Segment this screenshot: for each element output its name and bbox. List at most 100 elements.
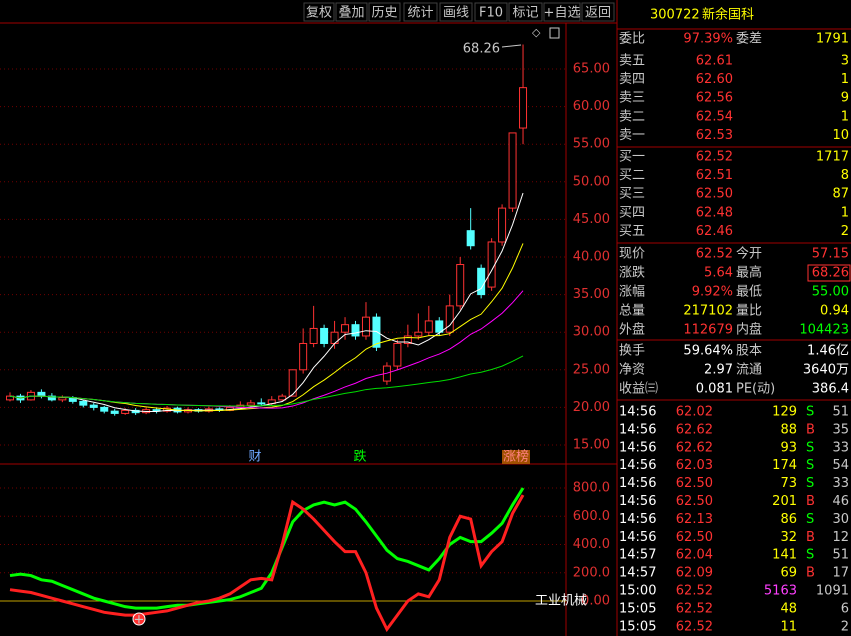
tick-count: 51 (832, 548, 849, 563)
tick-time: 14:56 (619, 512, 656, 527)
book-price: 62.46 (696, 224, 733, 239)
candle-body (341, 324, 350, 333)
tick-price: 62.52 (676, 601, 713, 616)
toolbar-button[interactable] (508, 2, 543, 22)
tick-volume: 141 (772, 548, 797, 563)
tick-volume: 11 (780, 619, 797, 634)
field-value: 68.26 (812, 266, 849, 281)
tick-time: 15:05 (619, 601, 656, 616)
toolbar-button[interactable] (335, 2, 368, 22)
price-tick-label: 20.00 (573, 400, 610, 415)
tick-price: 62.13 (676, 512, 713, 527)
tick-count: 12 (832, 530, 849, 545)
window-icon[interactable] (549, 27, 560, 39)
field-value: 97.39% (683, 32, 733, 47)
toolbar-label[interactable]: 画线 (443, 6, 469, 21)
candle-body (257, 402, 266, 405)
toolbar-button[interactable] (403, 2, 438, 22)
tick-volume: 5163 (764, 584, 797, 599)
tick-time: 15:00 (619, 584, 656, 599)
field-label: 换手 (619, 344, 645, 359)
toolbar-button[interactable] (439, 2, 473, 22)
tick-time: 15:05 (619, 619, 656, 634)
candle-body (435, 320, 444, 333)
price-tick-label: 25.00 (573, 362, 610, 377)
price-tick-label: 15.00 (573, 438, 610, 453)
price-tick-label: 35.00 (573, 287, 610, 302)
toolbar-label[interactable]: 标记 (512, 6, 538, 21)
toolbar-button[interactable] (581, 2, 615, 22)
field-value: 62.52 (696, 247, 733, 262)
candle-body (320, 327, 329, 344)
tick-volume: 174 (772, 458, 797, 473)
indicator-line (9, 494, 525, 633)
toolbar-label[interactable]: 历史 (371, 6, 397, 21)
book-label: 买三 (619, 187, 645, 202)
high-box (807, 264, 851, 282)
toolbar-label[interactable]: F10 (479, 6, 503, 21)
field-value: 1.46亿 (807, 344, 849, 359)
tick-flag: B (806, 566, 815, 581)
tick-time: 14:56 (619, 422, 656, 437)
book-volume: 1 (841, 109, 849, 124)
book-volume: 2 (841, 224, 849, 239)
toolbar-label[interactable]: 统计 (407, 6, 433, 21)
book-label: 卖四 (619, 72, 645, 87)
diamond-icon[interactable]: ◇ (532, 26, 541, 39)
toolbar-label[interactable]: +自选 (544, 6, 581, 21)
candle-body (466, 230, 475, 247)
toolbar-button[interactable] (368, 2, 401, 22)
tick-flag: B (806, 422, 815, 437)
marker-bg (502, 450, 530, 464)
tick-volume: 86 (780, 512, 797, 527)
field-label: 现价 (619, 247, 645, 262)
book-label: 买一 (619, 150, 645, 165)
book-volume: 1717 (816, 150, 849, 165)
tick-volume: 32 (780, 530, 797, 545)
field-label: 内盘 (736, 322, 762, 338)
tick-count: 17 (832, 566, 849, 581)
candle-body (58, 397, 67, 401)
stock-name: 新余国科 (702, 7, 754, 23)
toolbar-button[interactable] (543, 2, 581, 22)
tick-time: 14:57 (619, 548, 656, 563)
book-price: 62.48 (696, 205, 733, 220)
candle-body (351, 324, 360, 337)
tick-count: 46 (832, 494, 849, 509)
tick-price: 62.02 (676, 405, 713, 420)
field-value: 217102 (683, 304, 733, 319)
candle-body (519, 87, 528, 129)
tick-price: 62.52 (676, 584, 713, 599)
tick-volume: 93 (780, 440, 797, 455)
field-label: 最高 (736, 265, 762, 281)
tick-time: 14:57 (619, 566, 656, 581)
field-label: 委比 (619, 32, 645, 47)
price-tick-label: 50.00 (573, 174, 610, 189)
field-value: 104423 (799, 323, 849, 338)
book-volume: 10 (832, 128, 849, 143)
toolbar-label[interactable]: 复权 (306, 5, 332, 21)
tick-flag: S (806, 405, 814, 420)
tick-price: 62.03 (676, 458, 713, 473)
tick-price: 62.62 (676, 440, 713, 455)
event-marker: 财 (248, 450, 261, 465)
toolbar-label[interactable]: 叠加 (338, 6, 364, 21)
tick-count: 33 (832, 440, 849, 455)
field-value: 57.15 (812, 247, 849, 262)
candle-body (414, 331, 423, 337)
field-value: 0.94 (820, 304, 849, 319)
candle-body (121, 409, 130, 414)
toolbar-label[interactable]: 返回 (585, 6, 611, 21)
toolbar-button[interactable] (474, 2, 508, 22)
book-price: 62.56 (696, 91, 733, 106)
toolbar-button[interactable] (303, 2, 335, 22)
book-volume: 3 (841, 54, 849, 69)
field-label: 量比 (736, 304, 762, 319)
field-label: 最低 (736, 285, 762, 300)
field-value: 5.64 (704, 266, 733, 281)
field-label: 涨跌 (619, 265, 645, 281)
book-label: 买二 (619, 168, 645, 183)
high-label: 68.26 (463, 42, 500, 57)
tick-count: 1091 (816, 584, 849, 599)
indicator-tick-label: 800.0 (573, 481, 610, 496)
